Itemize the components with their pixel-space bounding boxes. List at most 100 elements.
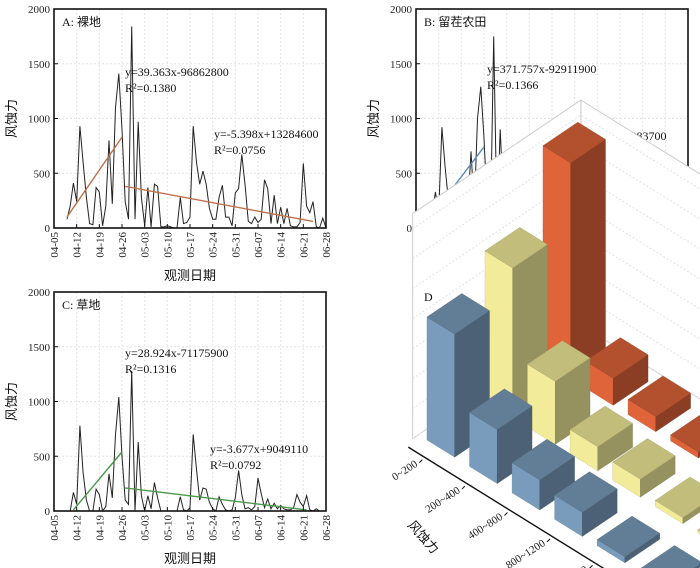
x-tick-label: 06-07	[253, 515, 265, 541]
y-tick-label: 500	[34, 168, 51, 180]
trend-equation-1: y=28.924x-71175900	[125, 346, 228, 360]
bar-3d	[554, 471, 618, 537]
trend-r2-2: R²=0.0756	[214, 143, 265, 157]
bar-3d	[670, 414, 700, 459]
x-axis-label: 观测日期	[164, 552, 216, 567]
bar-face-top	[596, 515, 661, 557]
y-tick-label: 1500	[28, 59, 51, 71]
bar-3d	[627, 375, 691, 433]
bar-face-right	[570, 138, 606, 380]
panel-title: A: 裸地	[62, 14, 101, 29]
x-tick-label: 05-03	[140, 515, 152, 541]
bar-face-top	[640, 545, 700, 568]
x-tick-label: 06-21	[298, 515, 310, 541]
trend-equation-1: y=371.757x-92911900	[487, 62, 596, 76]
trend-equation-2: y=-3.677x+9049110	[210, 442, 308, 456]
bar-face-top	[542, 121, 606, 164]
bar-face-top	[670, 414, 700, 453]
bar-face-top	[569, 405, 633, 448]
x-tick-label: 05-03	[140, 232, 152, 258]
category-label: 400~800	[466, 511, 506, 543]
chart-d: 0~200200~400400~800800~12001200~16001600…	[390, 99, 700, 568]
trend-equation-1: y=39.363x-96862800	[125, 65, 229, 79]
panel-title: B: 留茬农田	[424, 15, 486, 29]
x-tick-label: 05-17	[185, 515, 197, 541]
bar-face-top	[469, 388, 533, 430]
y-tick-label: 0	[45, 223, 51, 235]
bar-face-top	[627, 375, 691, 417]
bar-face-top	[554, 471, 618, 513]
trend-line-2	[125, 185, 314, 223]
y-tick-label: 1500	[390, 59, 413, 71]
category-tick	[419, 459, 423, 464]
x-tick-label: 06-07	[253, 232, 265, 258]
bar-face-top	[484, 227, 548, 269]
bar-3d	[697, 528, 700, 535]
bar-3d	[527, 340, 591, 445]
bar-face-left	[426, 316, 455, 458]
bar-face-top	[426, 293, 490, 335]
x-tick-label: 04-05	[49, 515, 61, 541]
y-tick-label: 1000	[28, 397, 51, 409]
x-tick-label: 05-24	[208, 232, 220, 258]
y-tick-label: 1000	[390, 114, 413, 126]
series-line	[67, 370, 320, 513]
x-tick-label: 04-19	[94, 232, 106, 258]
trend-r2-1: R²=0.1316	[125, 362, 176, 376]
bar-3d	[569, 405, 633, 472]
category-label: 200~400	[423, 484, 463, 516]
chart-a: 0 500 1000 1500 2000 04-05 04-12 04-19 04-26 05-0…	[5, 4, 333, 284]
y-tick-label: 2000	[390, 4, 413, 16]
x-axis-label: 观测日期	[164, 269, 216, 284]
bar-face-top	[697, 528, 700, 532]
panel-title: D	[424, 290, 433, 304]
bar-3d	[542, 121, 606, 380]
bar-3d	[511, 439, 575, 511]
x-tick-label: 06-21	[298, 232, 310, 258]
y-tick-label: 1500	[28, 342, 51, 354]
chart-c: 0 500 1000 1500 2000 04-05 04-12 04-19 04-26 05-0…	[5, 287, 333, 567]
y-tick-label: 1000	[28, 114, 51, 126]
x-tick-label: 04-12	[72, 232, 84, 258]
series-line	[66, 26, 327, 229]
trend-equation-2: y=-5.398x+13284600	[214, 127, 319, 141]
category-axis-label: 风蚀力	[404, 518, 441, 557]
bar-face-top	[527, 340, 591, 382]
bar-face-right	[682, 505, 700, 524]
bar-face-top	[585, 337, 649, 379]
x-tick-label: 06-14	[276, 232, 288, 258]
trend-line-1	[72, 451, 123, 511]
x-tick-label: 05-24	[208, 515, 220, 541]
y-axis-label: 风蚀力	[367, 99, 382, 138]
category-label: 800~1200	[504, 537, 548, 568]
x-tick-label: 05-10	[162, 515, 174, 541]
y-axis-label: 风蚀力	[5, 99, 20, 138]
trend-r2-2: R²=0.0792	[210, 458, 261, 472]
x-tick-label: 04-26	[117, 232, 129, 258]
category-tick	[504, 512, 508, 516]
x-tick-label: 05-17	[185, 232, 197, 258]
x-tick-label: 05-31	[230, 232, 242, 258]
x-tick-label: 04-19	[94, 515, 106, 541]
y-axis-label: 风蚀力	[5, 382, 20, 421]
trend-line-2	[125, 487, 307, 511]
panel-title: C: 草地	[62, 298, 100, 312]
x-tick-label: 06-28	[321, 232, 333, 258]
category-tick	[461, 485, 466, 490]
bar-3d	[612, 438, 676, 498]
category-label: 1200~1600	[542, 563, 591, 568]
bar-face-top	[654, 476, 700, 518]
bar-3d	[596, 515, 661, 564]
y-tick-label: 2000	[28, 287, 51, 299]
bar-3d	[640, 545, 700, 568]
trend-r2-1: R²=0.1380	[125, 81, 176, 95]
y-tick-label: 0	[407, 223, 413, 235]
y-tick-label: 2000	[28, 4, 51, 16]
y-tick-label: 0	[45, 506, 51, 518]
category-axis	[407, 446, 605, 568]
x-tick-label: 05-31	[230, 515, 242, 541]
bar-3d	[654, 476, 700, 524]
x-tick-label: 06-28	[321, 515, 333, 541]
category-tick	[546, 538, 551, 543]
